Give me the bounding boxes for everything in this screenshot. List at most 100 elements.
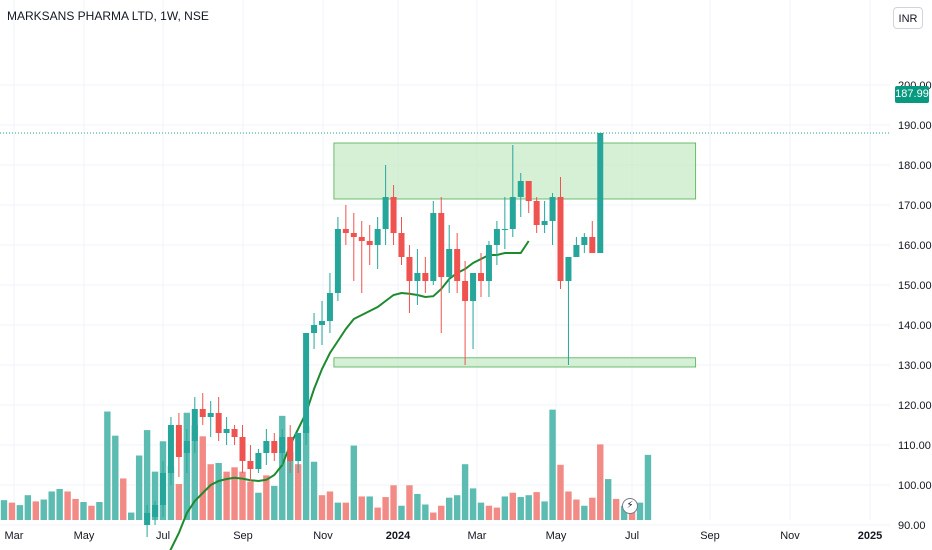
candle-body	[342, 229, 349, 233]
volume-bar	[24, 495, 32, 520]
volume-bar	[215, 462, 222, 520]
candle-body	[199, 409, 206, 417]
candle-body	[446, 249, 453, 277]
volume-bar	[501, 496, 509, 520]
volume-bar	[326, 491, 334, 520]
candle-body	[175, 425, 182, 457]
volume-bar	[620, 505, 628, 520]
candlesticks	[144, 133, 604, 537]
candle-body	[247, 461, 254, 469]
time-axis[interactable]: Mar May Jul Sep Nov 2024 Mar May Jul Sep Nov 2025	[5, 530, 883, 542]
volume-bar	[390, 485, 397, 520]
candle-body	[207, 413, 214, 417]
price-tick-label: 100.00	[898, 480, 932, 492]
candle-body	[239, 437, 246, 461]
last-price-label: 187.99	[895, 86, 929, 103]
volume-bar	[80, 502, 87, 520]
time-tick-label: 2024	[386, 530, 411, 542]
volume-bar	[294, 464, 302, 520]
volume-bar	[239, 471, 246, 520]
moving-average-line	[169, 240, 530, 550]
candle-body	[263, 441, 270, 453]
volume-bar	[318, 495, 326, 520]
volume-bar	[120, 478, 127, 520]
volume-bar	[398, 505, 405, 520]
volume-bar	[581, 505, 588, 520]
candle-body	[152, 505, 159, 517]
candle-body	[295, 433, 302, 461]
price-tick-label: 120.00	[898, 400, 932, 412]
volume-bar	[8, 502, 16, 520]
volume-bar	[374, 507, 381, 520]
candle-body	[303, 333, 310, 433]
volume-bar	[485, 505, 493, 520]
candle-body	[231, 429, 238, 437]
volume-bar	[461, 464, 469, 520]
candle-body	[438, 213, 445, 277]
candle-body	[358, 237, 365, 241]
volume-bar	[573, 499, 580, 520]
volume-bar	[191, 425, 198, 520]
candle-body	[311, 325, 318, 333]
candle-body	[382, 197, 389, 229]
volume-bar	[430, 512, 437, 520]
candle-body	[422, 273, 429, 281]
volume-bar	[32, 501, 39, 520]
candle-body	[167, 425, 174, 473]
candle-body	[398, 233, 405, 257]
time-tick-label: May	[74, 530, 95, 542]
candle-body	[581, 237, 588, 245]
support-resistance-zones	[333, 142, 697, 368]
volume-bar	[469, 488, 477, 520]
time-tick-label: Mar	[5, 530, 24, 542]
volume-bar	[48, 491, 55, 520]
volume-bar	[541, 501, 548, 520]
candle-body	[454, 249, 461, 281]
candle-body	[223, 429, 230, 433]
candle-body	[160, 473, 166, 505]
volume-bar	[605, 479, 612, 520]
volume-bar	[414, 493, 421, 520]
candle-body	[287, 437, 294, 461]
candle-body	[549, 197, 556, 221]
volume-bar	[334, 502, 342, 520]
candle-body	[191, 409, 198, 441]
volume-bar	[342, 502, 350, 520]
price-tick-label: 150.00	[898, 280, 932, 292]
candle-body	[390, 197, 397, 233]
volume-bar	[477, 502, 485, 520]
price-zone	[333, 357, 697, 368]
candle-body	[533, 201, 540, 225]
price-tick-label: 170.00	[898, 200, 932, 212]
candle-body	[573, 245, 580, 257]
candle-body	[366, 241, 373, 245]
volume-bar	[517, 497, 524, 520]
volume-bar	[151, 471, 159, 520]
price-tick-label: 160.00	[898, 240, 932, 252]
candle-body	[470, 273, 477, 301]
price-axis[interactable]: 90.00 100.00 110.00 120.00 130.00 140.00 150.0…	[898, 80, 932, 532]
volume-bar	[231, 467, 238, 520]
volume-bar	[167, 466, 175, 520]
candle-body	[525, 181, 532, 201]
price-zone	[333, 142, 697, 200]
time-tick-label: Nov	[780, 530, 800, 542]
volume-bar	[96, 502, 103, 520]
volume-bar	[358, 496, 365, 520]
currency-button[interactable]: INR	[893, 7, 923, 29]
chart-grid	[0, 0, 890, 526]
volume-bar	[438, 505, 445, 520]
candle-body	[350, 233, 357, 237]
volume-bar	[310, 461, 318, 520]
price-tick-label: 130.00	[898, 360, 932, 372]
lightning-bolt-icon[interactable]: ⚡	[622, 498, 638, 514]
volume-bar	[509, 492, 516, 520]
volume-bar	[112, 435, 119, 520]
candle-body	[279, 437, 286, 453]
candle-body	[501, 229, 508, 230]
candle-body	[271, 441, 278, 453]
volume-bar	[16, 505, 24, 520]
volume-bar	[446, 497, 453, 520]
candle-body	[144, 513, 151, 525]
